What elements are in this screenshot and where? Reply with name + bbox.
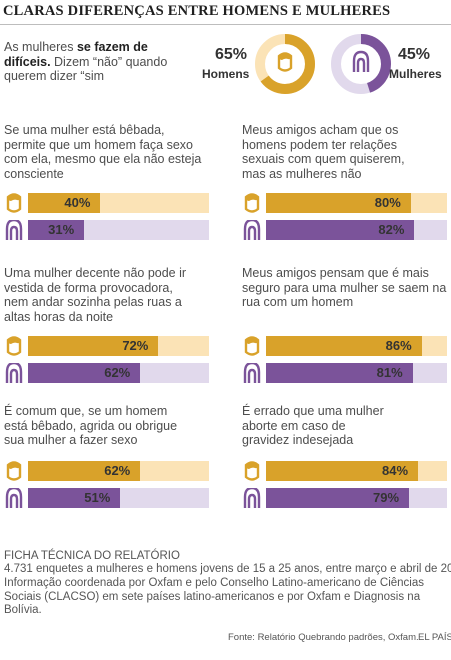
question-text: Meus amigos acham que os homens podem te… — [242, 123, 405, 181]
bar-row-women: 51% — [4, 488, 209, 508]
woman-head-icon — [243, 363, 261, 383]
bar-fill-men — [28, 193, 101, 213]
panel-5: É comum que, se um homem está bêbado, ag… — [4, 404, 209, 524]
woman-head-icon — [352, 50, 370, 72]
bar-track — [28, 336, 209, 356]
panel-6: É errado que uma mulher aborte em caso d… — [242, 404, 447, 524]
ficha-title: FICHA TÉCNICA DO RELATÓRIO — [4, 550, 180, 562]
intro-post: Dizem “não” quando querem dizer “sim — [4, 54, 168, 84]
bar-value-women: 62% — [104, 365, 131, 380]
woman-head-icon — [243, 220, 261, 240]
question-text: É comum que, se um homem está bêbado, ag… — [4, 404, 178, 447]
bar-row-women: 62% — [4, 363, 209, 383]
man-head-icon — [244, 193, 260, 213]
man-head-icon — [244, 336, 260, 356]
bar-track — [28, 193, 209, 213]
bar-fill-women — [266, 488, 409, 508]
bar-fill-men — [266, 193, 411, 213]
woman-head-icon — [243, 488, 261, 508]
man-head-icon — [244, 461, 260, 481]
bar-fill-women — [28, 488, 121, 508]
brand-logo: EL PAÍS — [418, 632, 451, 643]
bar-value-men: 80% — [374, 195, 401, 210]
bar-track — [266, 461, 447, 481]
donut-women-arc — [331, 34, 391, 94]
bar-fill-women — [266, 220, 415, 240]
bar-value-men: 84% — [382, 463, 409, 478]
donut-men — [255, 34, 315, 94]
woman-head-icon — [5, 220, 23, 240]
bar-value-women: 82% — [378, 222, 405, 237]
man-head-icon — [277, 52, 293, 72]
woman-head-icon — [5, 488, 23, 508]
bar-row-men: 86% — [242, 336, 447, 356]
bar-track — [266, 220, 447, 240]
bar-fill-women — [266, 363, 413, 383]
bar-value-women: 79% — [372, 490, 400, 505]
question-text: Se uma mulher está bêbada, permite que u… — [4, 123, 202, 181]
bar-row-men: 84% — [242, 461, 447, 481]
bar-value-men: 40% — [64, 195, 91, 210]
bar-track — [28, 488, 209, 508]
bar-row-women: 31% — [4, 220, 209, 240]
bar-value-men: 72% — [122, 338, 149, 353]
bar-track — [28, 220, 209, 240]
intro-pre: As mulheres — [4, 40, 77, 54]
bar-fill-women — [28, 363, 141, 383]
title-divider — [0, 24, 451, 25]
bar-track — [266, 488, 447, 508]
man-head-icon — [6, 461, 22, 481]
bar-row-women: 79% — [242, 488, 447, 508]
donut-men-value: 65% — [215, 46, 248, 63]
bar-row-men: 62% — [4, 461, 209, 481]
donut-men-label: Homens — [202, 67, 250, 81]
man-head-icon — [6, 193, 22, 213]
donut-women-value: 45% — [398, 46, 431, 63]
panel-4: Meus amigos pensam que é mais seguro par… — [242, 266, 447, 386]
panel-2: Meus amigos acham que os homens podem te… — [242, 123, 447, 243]
bar-fill-men — [28, 336, 159, 356]
source-note: Fonte: Relatório Quebrando padrões, Oxfa… — [228, 632, 419, 643]
bar-row-men: 72% — [4, 336, 209, 356]
bar-fill-men — [28, 461, 141, 481]
bar-track — [266, 193, 447, 213]
bar-track — [266, 363, 447, 383]
bar-row-men: 80% — [242, 193, 447, 213]
question-text: Uma mulher decente não pode ir vestida d… — [4, 266, 187, 324]
question-text: Meus amigos pensam que é mais seguro par… — [242, 266, 447, 309]
donut-women — [331, 34, 391, 94]
donut-men-arc — [255, 34, 315, 94]
bar-fill-men — [266, 461, 419, 481]
bar-value-men: 62% — [104, 463, 131, 478]
ficha-line-1: 4.731 enquetes a mulheres e homens joven… — [4, 563, 451, 575]
donut-women-label: Mulheres — [389, 67, 442, 81]
man-head-icon — [6, 336, 22, 356]
panel-3: Uma mulher decente não pode ir vestida d… — [4, 266, 209, 386]
chart-title: CLARAS DIFERENÇAS ENTRE HOMENS E MULHERE… — [3, 3, 391, 19]
bar-row-women: 81% — [242, 363, 447, 383]
bar-track — [28, 461, 209, 481]
bar-row-women: 82% — [242, 220, 447, 240]
bar-value-women: 31% — [48, 222, 75, 237]
panel-1: Se uma mulher está bêbada, permite que u… — [4, 123, 209, 243]
bar-value-men: 86% — [385, 338, 412, 353]
ficha-line-2: Informação coordenada por Oxfam e pelo C… — [4, 577, 424, 616]
intro-statement: As mulheres se fazem de difíceis. Dizem … — [4, 40, 194, 84]
bar-fill-women — [28, 220, 85, 240]
intro-bold: se fazem de difíceis. — [4, 40, 148, 69]
bar-track — [28, 363, 209, 383]
bar-row-men: 40% — [4, 193, 209, 213]
bar-track — [266, 336, 447, 356]
bar-fill-men — [266, 336, 422, 356]
woman-head-icon — [5, 363, 23, 383]
bar-value-women: 51% — [84, 490, 111, 505]
bar-value-women: 81% — [376, 365, 403, 380]
question-text: É errado que uma mulher aborte em caso d… — [242, 404, 384, 447]
